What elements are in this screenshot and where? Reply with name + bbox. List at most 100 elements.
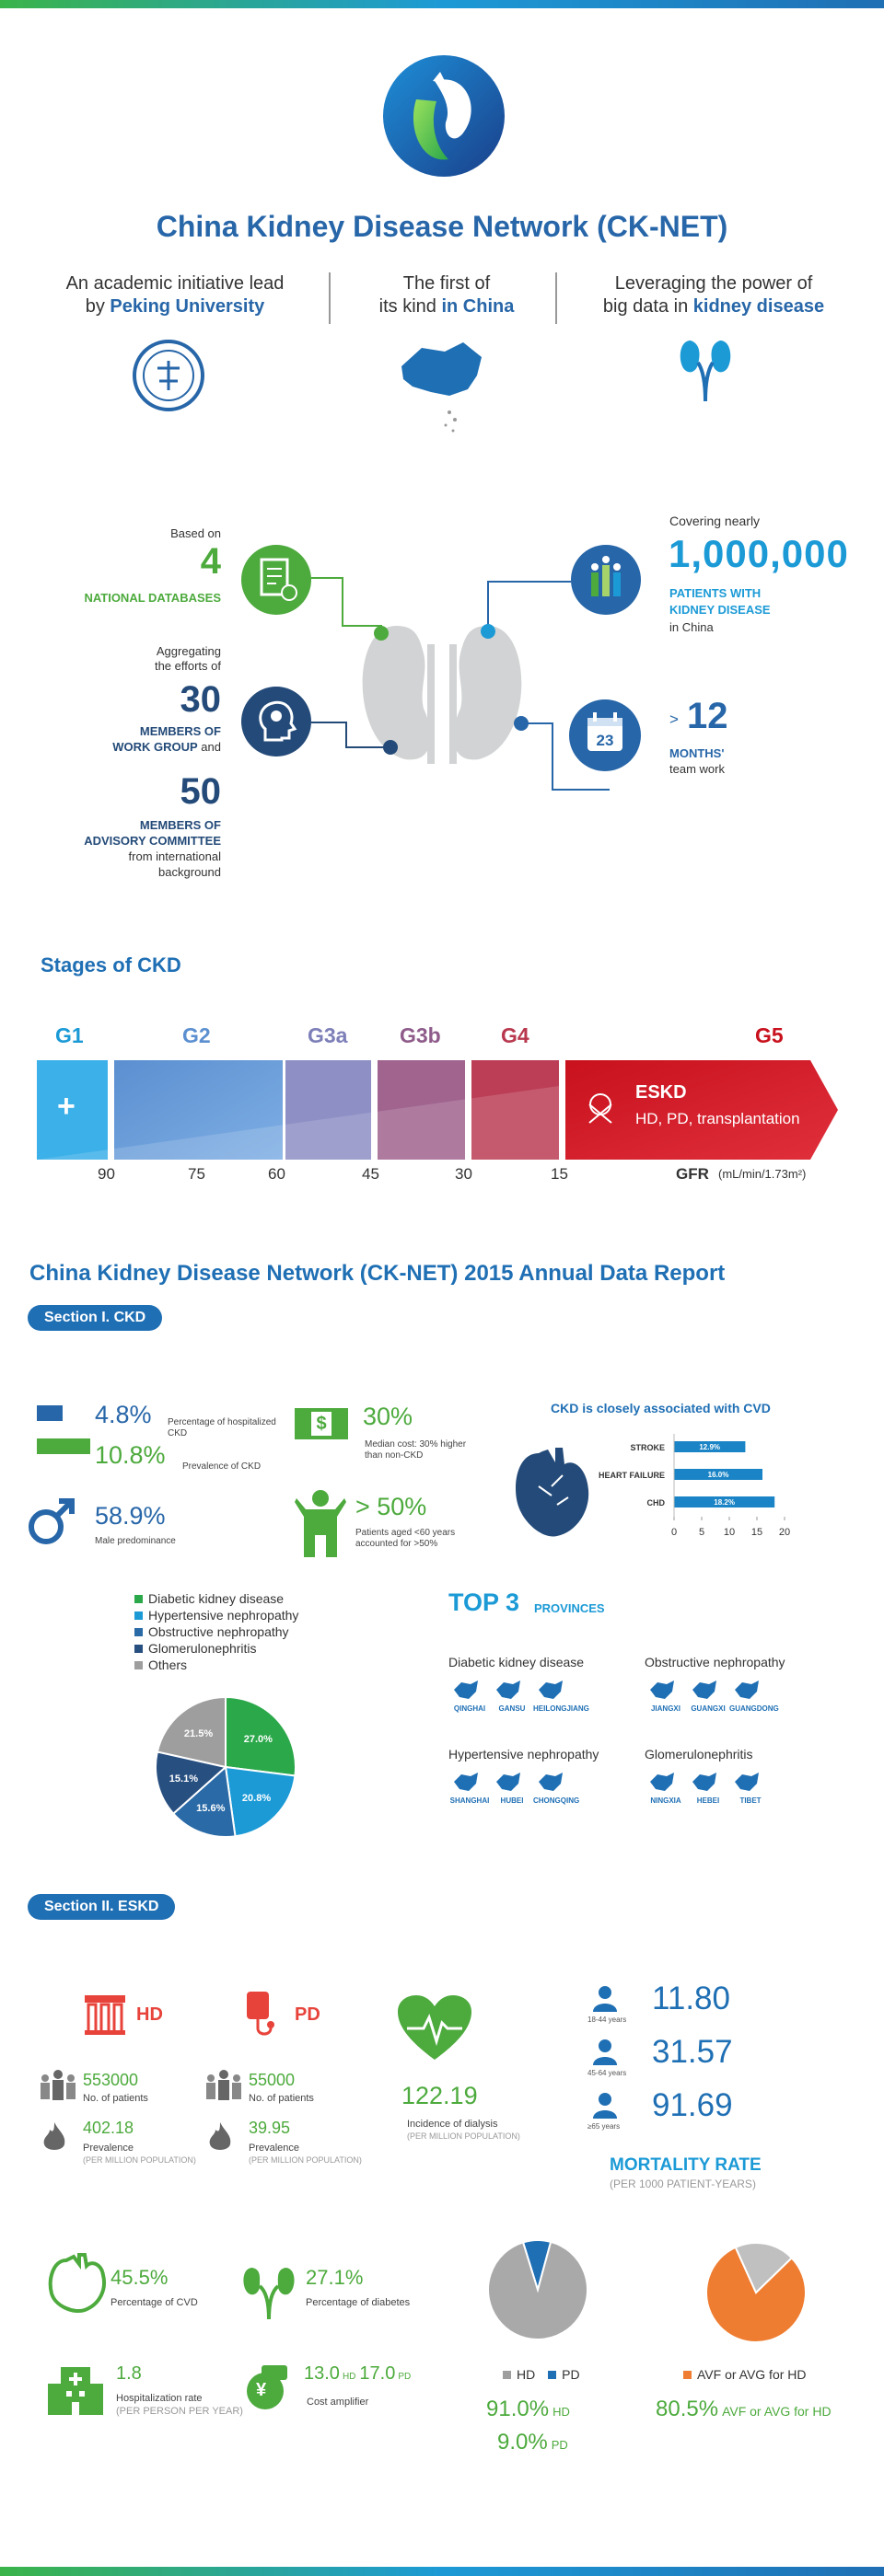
divider xyxy=(555,272,557,324)
provinces-heading: PROVINCES xyxy=(534,1601,605,1615)
mortality-title: MORTALITY RATE xyxy=(610,2155,762,2175)
province-map-icon xyxy=(537,1679,564,1701)
heart-icon xyxy=(511,1440,594,1542)
kidney-illustration xyxy=(332,589,552,810)
legend-hd: HD xyxy=(517,2367,536,2382)
pie-legend-item: Diabetic kidney disease xyxy=(134,1590,298,1607)
pd-prevalence-label: Prevalence xyxy=(249,2143,300,2154)
pie-slice xyxy=(156,1695,227,1769)
patients-count: 1,000,000 xyxy=(669,532,849,575)
hd-prevalence: 402.18 xyxy=(83,2119,134,2137)
pd-prevalence: 39.95 xyxy=(249,2119,291,2137)
months-gt: > xyxy=(669,710,679,728)
gfr-label: GFR xyxy=(676,1165,709,1183)
gfr-unit: (mL/min/1.73m²) xyxy=(718,1167,807,1181)
province-name: JIANGXI xyxy=(650,1704,680,1713)
person-avatar-icon xyxy=(591,2038,619,2065)
gfr-tick: 60 xyxy=(268,1165,285,1183)
intro-academic-bold: Peking University xyxy=(110,296,265,317)
intro-academic: An academic initiative lead by Peking Un… xyxy=(37,272,313,318)
legend-text: Obstructive nephropathy xyxy=(148,1624,289,1639)
cvd-axis-tick: 20 xyxy=(779,1527,790,1538)
province-name: NINGXIA xyxy=(650,1796,681,1805)
hd-share-tag: HD xyxy=(552,2405,570,2419)
hospitalization-label: Hospitalization rate xyxy=(116,2393,203,2404)
mortality-value: 31.57 xyxy=(652,2034,733,2070)
advisory-label: MEMBERS OF ADVISORY COMMITTEE from inter… xyxy=(37,817,221,880)
legend-avf: AVF or AVG for HD xyxy=(697,2367,807,2382)
aged-label2: accounted for >50% xyxy=(355,1539,438,1549)
advisory-label1: MEMBERS OF xyxy=(139,818,221,832)
province-map-icon xyxy=(494,1771,522,1793)
advisory-from: from international xyxy=(128,849,221,863)
hd-patients: 553000 xyxy=(83,2071,139,2089)
province-map-icon xyxy=(691,1771,718,1793)
based-on-text: Based on xyxy=(170,526,221,540)
intro-first-bold: in China xyxy=(441,296,515,317)
province-name: GUANGXI xyxy=(691,1704,726,1713)
pie-slice-label: 15.1% xyxy=(169,1773,198,1785)
pie-slice xyxy=(225,1695,297,1777)
kidneys-icon xyxy=(678,337,733,403)
avf-legend: AVF or AVG for HD xyxy=(683,2367,807,2382)
hd-share-value: 91.0% xyxy=(486,2397,550,2421)
bottom-gradient-bar xyxy=(0,2567,884,2576)
heart-organ-icon xyxy=(48,2251,107,2314)
pie-legend-item: Others xyxy=(134,1657,298,1673)
hd-share: 91.0% HD xyxy=(486,2397,570,2422)
prev-pct: 10.8% xyxy=(95,1441,166,1469)
dollar-sign: $ xyxy=(311,1412,332,1436)
section2-pill: Section II. ESKD xyxy=(28,1894,176,1920)
mortality-age: 45-64 years xyxy=(587,2069,627,2077)
intro-academic-line1: An academic initiative lead xyxy=(65,273,285,294)
province-map-icon xyxy=(537,1771,564,1793)
province-name: GANSU xyxy=(498,1704,526,1713)
divider xyxy=(329,272,331,324)
province-name: HEILONGJIANG xyxy=(533,1704,589,1713)
mortality-age: ≥65 years xyxy=(587,2122,621,2131)
legend-hd-swatch xyxy=(503,2371,511,2379)
peking-university-seal-icon xyxy=(132,339,205,412)
mortality-sub: (PER 1000 PATIENT-YEARS) xyxy=(610,2177,756,2190)
stages-bar xyxy=(37,1060,838,1160)
pie-legend-item: Glomerulonephritis xyxy=(134,1640,298,1657)
intro-first: The first of its kind in China xyxy=(341,272,552,318)
province-name: HUBEI xyxy=(500,1796,524,1805)
stage-g3b-block xyxy=(378,1060,465,1160)
cost-label1: Median cost: 30% higher xyxy=(365,1439,467,1450)
stage-g3a-block xyxy=(285,1060,371,1160)
hospitalization-rate: 1.8 xyxy=(116,2363,142,2384)
hd-per-million: (PER MILLION POPULATION) xyxy=(83,2155,196,2165)
cost-label2: than non-CKD xyxy=(365,1450,424,1461)
legend-swatch xyxy=(134,1661,143,1669)
stage-label-g3a: G3a xyxy=(308,1023,348,1047)
stage-label-g3b: G3b xyxy=(400,1023,441,1047)
pie-slice xyxy=(487,2240,588,2340)
ck-net-logo xyxy=(379,44,508,191)
etiology-pie-chart: 27.0% 20.8% 15.6% 15.1% 21.5% xyxy=(155,1695,297,1838)
province-name: CHONGQING xyxy=(533,1796,580,1805)
months-label: MONTHS' team work xyxy=(669,745,725,777)
hosp-label: Percentage of hospitalized CKD xyxy=(168,1417,276,1439)
legend-text: Diabetic kidney disease xyxy=(148,1591,285,1606)
intro-bigdata-bold: kidney disease xyxy=(692,296,825,317)
province-name: SHANGHAI xyxy=(449,1796,490,1805)
pd-label: PD xyxy=(295,2004,320,2025)
hosp-pct: 4.8% xyxy=(95,1401,152,1428)
calendar-icon: 23 xyxy=(569,699,641,771)
yen-coin-icon: ¥ xyxy=(241,2363,293,2411)
hospital-icon xyxy=(46,2363,105,2415)
province-name: TIBET xyxy=(739,1796,762,1805)
stage-g4-block xyxy=(471,1060,559,1160)
stage-g5-block xyxy=(565,1060,838,1160)
heartbeat-icon xyxy=(398,1995,471,2062)
legend-pd-swatch xyxy=(548,2371,557,2379)
in-china-text: in China xyxy=(669,620,714,634)
pd-bag-icon xyxy=(243,1990,280,2041)
cvd-axis-tick: 5 xyxy=(699,1527,704,1538)
pd-share-value: 9.0% xyxy=(497,2430,548,2455)
cvd-axis-tick: 0 xyxy=(671,1527,677,1538)
pie-slice xyxy=(705,2246,807,2343)
hd-label: HD xyxy=(136,2004,163,2025)
